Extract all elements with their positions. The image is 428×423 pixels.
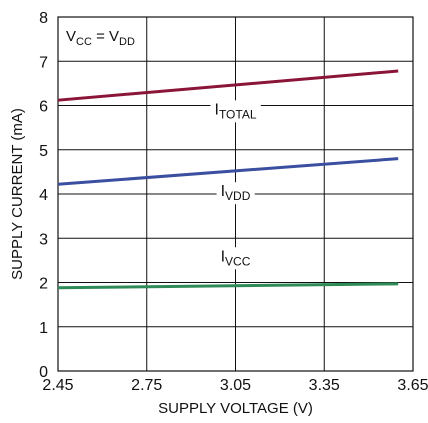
grid <box>57 16 414 372</box>
y-tick-label-8: 8 <box>39 10 48 27</box>
series-label-sub: VDD <box>225 189 251 203</box>
x-tick-label-0: 2.45 <box>42 377 73 394</box>
series-label-bg-vdd <box>216 182 255 205</box>
legend-mid: = V <box>92 28 119 45</box>
x-axis-title: SUPPLY VOLTAGE (V) <box>158 400 313 417</box>
series-label-bg-vcc <box>216 247 255 270</box>
x-tick-label-3: 3.35 <box>309 377 340 394</box>
y-tick-label-0: 0 <box>39 364 48 381</box>
x-tick-label-4: 3.65 <box>397 377 428 394</box>
y-tick-label-3: 3 <box>39 231 48 248</box>
tick-labels: 2.45 2.75 3.05 3.35 3.65 0 1 2 3 4 5 6 7 8 <box>39 10 428 394</box>
legend-v1: V <box>66 28 76 45</box>
legend-sub2: DD <box>119 36 135 48</box>
series-line-total <box>57 69 399 102</box>
series-label-sub: VCC <box>225 254 251 268</box>
y-tick-label-6: 6 <box>39 99 48 116</box>
y-tick-label-5: 5 <box>39 143 48 160</box>
y-axis-title: SUPPLY CURRENT (mA) <box>9 108 26 280</box>
series-label-vcc: IVCC <box>221 248 251 268</box>
series-lines <box>57 69 399 290</box>
legend-text: VCC = VDD <box>66 28 135 48</box>
series-label-main: I <box>221 248 225 265</box>
y-tick-label-4: 4 <box>39 187 48 204</box>
series-label-vdd: IVDD <box>221 183 251 203</box>
series-label-sub: TOTAL <box>219 107 257 121</box>
y-tick-label-7: 7 <box>39 54 48 71</box>
plot-frame <box>57 16 414 372</box>
x-tick-label-1: 2.75 <box>131 377 162 394</box>
x-tick-label-2: 3.05 <box>220 377 251 394</box>
y-tick-label-2: 2 <box>39 276 48 293</box>
series-label-total: ITOTAL <box>214 101 256 121</box>
legend-background <box>62 25 139 51</box>
y-tick-label-1: 1 <box>39 320 48 337</box>
series-label-main: I <box>221 183 225 200</box>
series-label-main: I <box>214 101 218 118</box>
series-label-bg-total <box>210 100 261 123</box>
legend-sub1: CC <box>76 36 92 48</box>
legend-box: VCC = VDD <box>62 25 139 51</box>
series-line-vcc <box>57 282 399 290</box>
series-line-vdd <box>57 157 399 186</box>
